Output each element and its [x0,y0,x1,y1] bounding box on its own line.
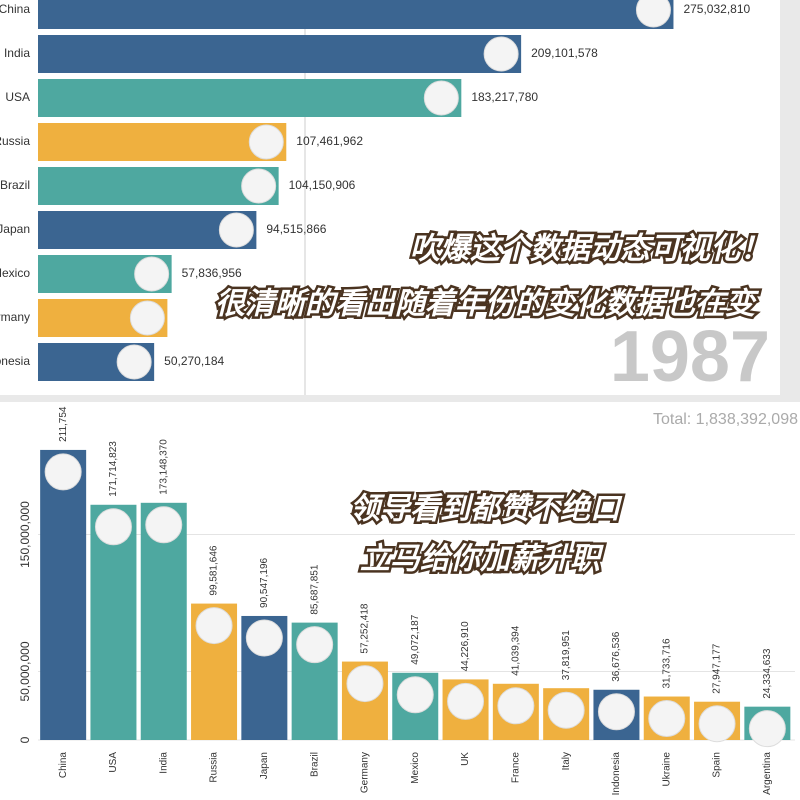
value-label: 104,150,906 [289,178,356,192]
flag [218,212,254,248]
value-label: 24,334,633 [762,648,773,698]
flag [241,168,277,204]
category-label: Japan [259,752,270,779]
value-label: 183,217,780 [471,90,538,104]
category-label: Mexico [0,266,30,280]
flag [134,256,170,292]
category-label: Mexico [410,752,421,784]
value-label: 49,072,187 [410,614,421,664]
flag [245,619,283,657]
value-label: 50,270,184 [164,354,224,368]
category-label: Indonesia [0,354,30,368]
category-label: USA [108,752,119,773]
flag [547,691,585,729]
category-label: China [0,2,30,16]
flag [129,300,165,336]
bar [38,0,674,29]
value-label: 90,547,196 [259,557,270,607]
annotation: 立马给你加薪升职 [360,542,604,577]
bar [38,167,279,205]
flag [195,607,233,645]
value-label: 275,032,810 [683,2,750,16]
category-label: Brazil [309,752,320,777]
flag [44,453,82,491]
category-label: Germany [0,310,30,324]
value-label: 37,819,951 [561,630,572,680]
category-label: Germany [360,752,371,793]
category-label: Russia [0,134,30,148]
flag [597,693,635,731]
flag [145,506,183,544]
flag [346,665,384,703]
total: Total: 1,838,392,098 [653,411,798,428]
flag [447,682,485,720]
value-label: 171,714,823 [108,441,119,497]
category-label: Brazil [0,178,30,192]
bar [38,123,287,161]
category-label: Argentina [762,752,773,795]
flag [396,676,434,714]
annotation: 很清晰的看出随着年份的变化数据也在变 [215,287,760,322]
y-tick-label: 150,000,000 [18,501,32,568]
flag [497,687,535,725]
category-label: Spain [712,752,723,778]
flag [423,80,459,116]
y-tick-label: 0 [18,736,32,743]
category-label: France [510,752,521,784]
annotation: 吹爆这个数据动态可视化！ [410,232,770,267]
value-label: 99,581,646 [209,545,220,595]
flag [296,626,334,664]
value-label: 57,836,956 [182,266,242,280]
value-label: 211,754 [58,406,69,442]
annotation: 领导看到都赞不绝口 [350,492,623,527]
category-label: China [58,752,69,779]
bar [40,449,87,740]
value-label: 57,252,418 [360,603,371,653]
category-label: Russia [209,752,220,783]
value-label: 44,226,910 [460,621,471,671]
value-label: 31,733,716 [661,638,672,688]
year: 1987 [610,317,770,397]
flag [483,36,519,72]
flag [748,710,786,748]
flag [94,508,132,546]
value-label: 173,148,370 [158,439,169,495]
category-label: India [158,752,169,774]
category-label: Ukraine [661,752,672,787]
category-label: Indonesia [611,752,622,796]
value-label: 36,676,536 [611,631,622,681]
flag [635,0,671,28]
bar [38,79,462,117]
category-label: India [4,46,30,60]
value-label: 27,947,177 [712,643,723,693]
category-label: Japan [0,222,30,236]
category-label: Italy [561,752,572,770]
value-label: 107,461,962 [296,134,363,148]
flag [248,124,284,160]
flag [116,344,152,380]
value-label: 94,515,866 [266,222,326,236]
category-label: UK [460,752,471,766]
category-label: USA [5,90,30,104]
flag [698,705,736,743]
flag [648,700,686,738]
value-label: 209,101,578 [531,46,598,60]
value-label: 41,039,394 [510,625,521,675]
value-label: 85,687,851 [309,564,320,614]
bar [38,35,522,73]
y-tick-label: 50,000,000 [18,641,32,701]
